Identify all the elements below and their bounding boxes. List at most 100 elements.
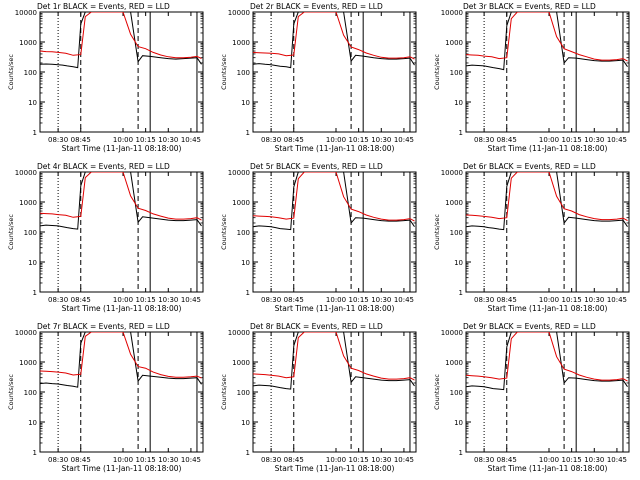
chart-panel-4: 1 10 100 1000 10000 08:30 08:45 10:00 10:15 10:30… — [7, 162, 204, 313]
y-tick-label: 100 — [450, 69, 463, 77]
y-tick-label: 1 — [459, 449, 463, 457]
series-lld-line — [253, 172, 415, 222]
y-tick-label: 100 — [450, 229, 463, 237]
y-axis-label: Counts/sec — [433, 54, 441, 90]
x-tick-label: 08:45 — [71, 456, 91, 464]
x-axis-label: Start Time (11-Jan-11 08:18:00) — [488, 464, 608, 473]
x-tick-label: 10:15 — [349, 136, 369, 144]
y-tick-label: 1 — [246, 289, 250, 297]
x-tick-label: 10:45 — [607, 136, 627, 144]
y-axis-label: Counts/sec — [433, 374, 441, 410]
x-tick-label: 08:30 — [474, 456, 494, 464]
y-tick-label: 1 — [33, 289, 37, 297]
y-tick-label: 10000 — [15, 329, 37, 337]
x-tick-label: 10:45 — [394, 296, 414, 304]
chart-panel-2: 1 10 100 1000 10000 08:30 08:45 10:00 10:15 10:30… — [220, 2, 417, 153]
y-tick-label: 10000 — [441, 329, 463, 337]
chart-panel-8: 1 10 100 1000 10000 08:30 08:45 10:00 10:15 10:30… — [220, 322, 417, 473]
y-tick-label: 1000 — [445, 199, 463, 207]
x-tick-label: 10:45 — [607, 456, 627, 464]
plot-frame — [465, 11, 630, 133]
x-tick-label: 08:45 — [71, 136, 91, 144]
x-tick-label: 08:45 — [497, 136, 517, 144]
y-axis-label: Counts/sec — [220, 374, 228, 410]
y-axis-label: Counts/sec — [7, 374, 15, 410]
plot-frame — [39, 171, 204, 293]
x-tick-label: 08:30 — [474, 296, 494, 304]
y-tick-label: 1000 — [232, 39, 250, 47]
x-axis-label: Start Time (11-Jan-11 08:18:00) — [488, 304, 608, 313]
y-axis-label: Counts/sec — [220, 214, 228, 250]
series-lld-line — [253, 12, 415, 60]
plot-frame — [252, 331, 417, 453]
x-tick-label: 10:00 — [326, 136, 346, 144]
y-tick-label: 100 — [24, 229, 37, 237]
y-tick-label: 10 — [454, 99, 463, 107]
x-tick-label: 10:45 — [181, 296, 201, 304]
y-tick-label: 10000 — [15, 9, 37, 17]
x-tick-label: 10:30 — [584, 456, 604, 464]
x-tick-label: 10:30 — [371, 456, 391, 464]
x-tick-label: 10:00 — [113, 456, 133, 464]
x-tick-label: 08:45 — [284, 136, 304, 144]
series-events-line — [466, 172, 628, 231]
x-tick-label: 08:30 — [261, 296, 281, 304]
y-axis-label: Counts/sec — [7, 214, 15, 250]
chart-title: Det 7r BLACK = Events, RED = LLD — [37, 322, 170, 331]
series-events-line — [253, 172, 415, 231]
series-lld-line — [40, 12, 202, 60]
plot-frame — [465, 171, 630, 293]
series-lld-line — [40, 172, 202, 221]
x-tick-label: 10:30 — [371, 136, 391, 144]
chart-panel-5: 1 10 100 1000 10000 08:30 08:45 10:00 10:15 10:30… — [220, 162, 417, 313]
x-tick-label: 10:15 — [562, 136, 582, 144]
y-axis-label: Counts/sec — [7, 54, 15, 90]
chart-title: Det 6r BLACK = Events, RED = LLD — [463, 162, 596, 171]
chart-title: Det 8r BLACK = Events, RED = LLD — [250, 322, 383, 331]
x-tick-label: 10:30 — [158, 296, 178, 304]
y-tick-label: 1 — [33, 449, 37, 457]
x-tick-label: 10:15 — [562, 296, 582, 304]
series-events-line — [466, 332, 628, 391]
y-tick-label: 10 — [28, 259, 37, 267]
y-tick-label: 10 — [454, 419, 463, 427]
series-lld-line — [253, 332, 415, 381]
y-tick-label: 1 — [459, 289, 463, 297]
chart-panel-7: 1 10 100 1000 10000 08:30 08:45 10:00 10:15 10:30… — [7, 322, 204, 473]
x-tick-label: 08:45 — [284, 456, 304, 464]
chart-panel-3: 1 10 100 1000 10000 08:30 08:45 10:00 10:15 10:30… — [433, 2, 630, 153]
x-tick-label: 10:45 — [394, 456, 414, 464]
y-tick-label: 1000 — [445, 359, 463, 367]
x-tick-label: 10:45 — [181, 136, 201, 144]
x-tick-label: 10:45 — [394, 136, 414, 144]
y-tick-label: 10 — [241, 419, 250, 427]
x-tick-label: 10:30 — [584, 136, 604, 144]
y-tick-label: 10 — [28, 419, 37, 427]
x-tick-label: 10:00 — [326, 456, 346, 464]
x-tick-label: 08:30 — [48, 456, 68, 464]
x-tick-label: 10:00 — [326, 296, 346, 304]
x-tick-label: 10:15 — [349, 456, 369, 464]
y-tick-label: 10000 — [15, 169, 37, 177]
y-tick-label: 1 — [459, 129, 463, 137]
x-tick-label: 10:30 — [158, 136, 178, 144]
series-lld-line — [466, 12, 628, 62]
y-tick-label: 10 — [241, 99, 250, 107]
x-tick-label: 10:15 — [136, 136, 156, 144]
plot-frame — [252, 11, 417, 133]
chart-title: Det 9r BLACK = Events, RED = LLD — [463, 322, 596, 331]
x-tick-label: 10:15 — [562, 456, 582, 464]
y-tick-label: 1 — [246, 129, 250, 137]
y-tick-label: 1 — [33, 129, 37, 137]
y-tick-label: 10000 — [228, 329, 250, 337]
chart-panel-1: 1 10 100 1000 10000 08:30 08:45 10:00 10:15 10:30… — [7, 2, 204, 153]
y-tick-label: 100 — [24, 69, 37, 77]
series-lld-line — [40, 332, 202, 379]
y-tick-label: 100 — [237, 69, 250, 77]
series-lld-line — [466, 332, 628, 382]
y-tick-label: 1000 — [232, 199, 250, 207]
x-tick-label: 10:00 — [539, 296, 559, 304]
x-axis-label: Start Time (11-Jan-11 08:18:00) — [62, 464, 182, 473]
x-tick-label: 10:15 — [136, 296, 156, 304]
